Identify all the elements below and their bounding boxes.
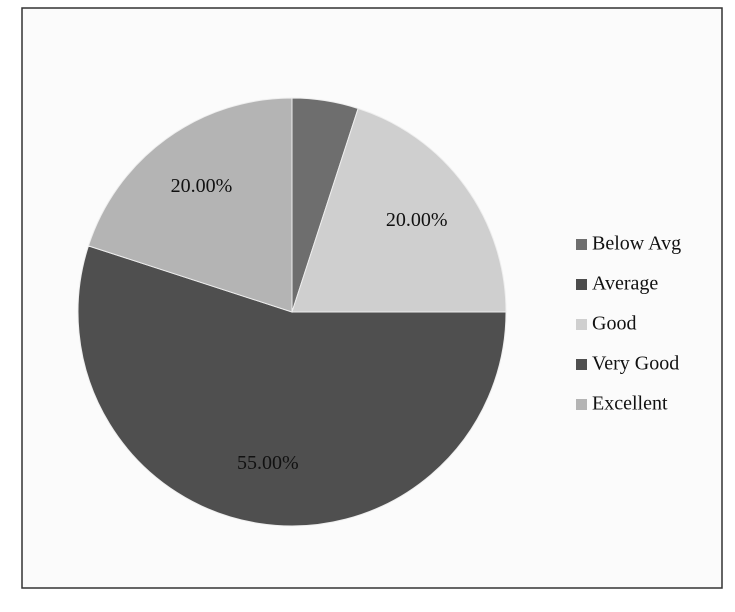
pie-slice [77,245,507,527]
legend-label: Excellent [592,393,668,415]
data-label: 20.00% [386,209,448,231]
legend-swatch [576,279,587,290]
legend-label: Very Good [592,353,679,375]
legend-swatch [576,359,587,370]
legend-swatch [576,399,587,410]
pie-slice [291,107,507,313]
pie-slice [87,97,293,313]
legend-swatch [576,319,587,330]
legend-label: Below Avg [592,233,681,255]
legend-swatch [576,239,587,250]
data-label: 55.00% [237,452,299,474]
legend-label: Average [592,273,658,295]
data-label: 20.00% [171,175,233,197]
legend-label: Good [592,313,636,335]
